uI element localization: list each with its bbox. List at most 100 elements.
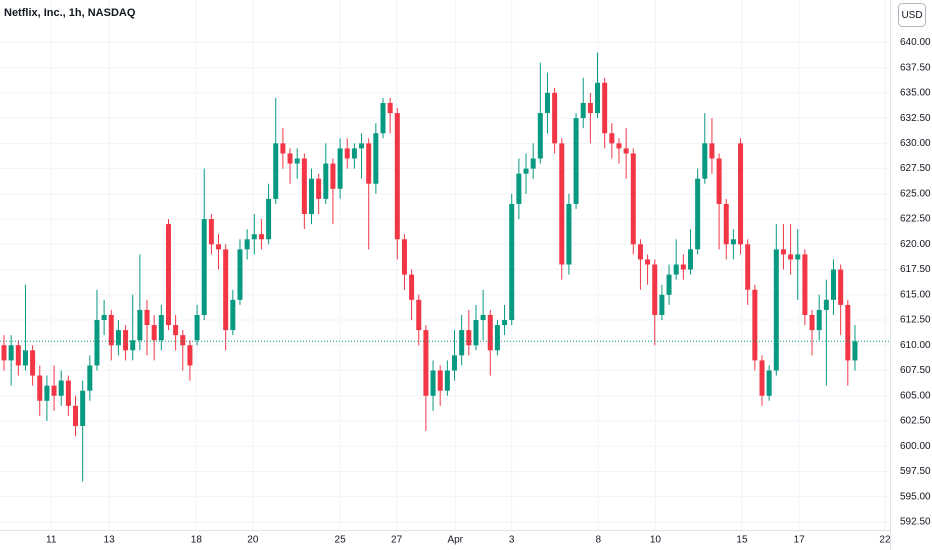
candle-body xyxy=(795,254,801,260)
candle-body xyxy=(687,249,693,270)
candles xyxy=(0,52,890,482)
candle-body xyxy=(351,148,357,159)
currency-label[interactable]: USD xyxy=(901,10,922,21)
candle-body xyxy=(637,244,643,260)
candle-body xyxy=(630,153,636,245)
candle-body xyxy=(359,143,365,149)
y-tick-label: 622.50 xyxy=(900,214,931,225)
y-tick-label: 607.50 xyxy=(900,365,931,376)
x-tick-label: 22 xyxy=(879,535,891,546)
candle-body xyxy=(44,385,50,401)
y-tick-label: 600.00 xyxy=(900,441,931,452)
candle-body xyxy=(559,143,565,265)
candle-body xyxy=(30,350,36,376)
candle-body xyxy=(123,330,129,351)
y-tick-label: 637.50 xyxy=(900,62,931,73)
y-tick-label: 630.00 xyxy=(900,138,931,149)
candle-body xyxy=(144,309,150,326)
candle-body xyxy=(158,314,164,341)
y-tick-label: 632.50 xyxy=(900,113,931,124)
y-tick-label: 597.50 xyxy=(900,466,931,477)
candle-body xyxy=(80,390,86,427)
candle-body xyxy=(673,264,679,275)
candle-body xyxy=(344,148,350,159)
candle-body xyxy=(373,133,379,184)
candle-body xyxy=(680,264,686,270)
x-tick-label: Apr xyxy=(447,535,463,546)
candle-body xyxy=(58,380,64,396)
candle-body xyxy=(652,264,658,315)
candle-body xyxy=(444,370,450,391)
candle-body xyxy=(773,249,779,371)
candle-body xyxy=(509,203,515,321)
candle-body xyxy=(65,380,71,406)
candle-body xyxy=(323,163,329,199)
candle-body xyxy=(609,133,615,144)
candle-body xyxy=(37,375,43,401)
y-tick-label: 612.50 xyxy=(900,315,931,326)
candle-body xyxy=(237,249,243,300)
candle-body xyxy=(473,320,479,346)
candle-body xyxy=(466,330,472,346)
candle-body xyxy=(766,370,772,396)
candle-body xyxy=(480,314,486,321)
x-tick-label: 11 xyxy=(46,535,57,546)
candle-body xyxy=(194,314,200,341)
candle-body xyxy=(151,325,157,341)
candle-body xyxy=(51,385,57,396)
candle-body xyxy=(173,325,179,336)
currency-button[interactable] xyxy=(898,3,926,27)
candle-body xyxy=(788,254,794,260)
candle-body xyxy=(823,299,829,310)
candle-body xyxy=(695,178,701,250)
candle-body xyxy=(108,314,114,346)
y-tick-label: 595.00 xyxy=(900,491,931,502)
candle-body xyxy=(738,143,744,245)
candle-body xyxy=(380,102,386,134)
candle-body xyxy=(459,330,465,356)
candle-body xyxy=(544,92,550,114)
x-tick-label: 18 xyxy=(191,535,203,546)
x-tick-label: 25 xyxy=(335,535,347,546)
x-tick-label: 13 xyxy=(104,535,116,546)
candle-body xyxy=(780,249,786,255)
candle-body xyxy=(616,143,622,149)
y-tick-label: 615.00 xyxy=(900,289,931,300)
x-tick-label: 27 xyxy=(391,535,403,546)
candle-body xyxy=(831,269,837,300)
candle-body xyxy=(201,219,207,315)
candle-body xyxy=(301,158,307,215)
candle-body xyxy=(730,239,736,245)
candle-body xyxy=(430,370,436,396)
candle-body xyxy=(530,158,536,169)
candle-body xyxy=(294,158,300,164)
candle-body xyxy=(208,219,214,245)
x-tick-label: 8 xyxy=(595,535,601,546)
y-tick-label: 592.50 xyxy=(900,517,931,528)
candle-body xyxy=(366,143,372,184)
candle-body xyxy=(130,340,136,351)
y-tick-label: 625.00 xyxy=(900,188,931,199)
candle-body xyxy=(437,370,443,391)
candle-body xyxy=(280,143,286,154)
candle-body xyxy=(516,173,522,204)
candle-body xyxy=(845,304,851,361)
candle-body xyxy=(230,299,236,331)
candle-body xyxy=(487,314,493,351)
candle-body xyxy=(416,299,422,331)
candle-body xyxy=(216,244,222,250)
candle-body xyxy=(73,405,79,427)
candle-body xyxy=(595,82,601,114)
candle-body xyxy=(244,239,250,250)
candle-body xyxy=(816,309,822,331)
candle-body xyxy=(401,239,407,275)
candle-body xyxy=(258,234,264,240)
y-tick-label: 640.00 xyxy=(900,37,931,48)
candle-body xyxy=(745,244,751,290)
candle-body xyxy=(8,345,14,361)
candle-body xyxy=(502,320,508,326)
candle-body xyxy=(802,254,808,315)
candle-body xyxy=(494,325,500,351)
candle-body xyxy=(809,314,815,331)
candle-body xyxy=(702,143,708,179)
